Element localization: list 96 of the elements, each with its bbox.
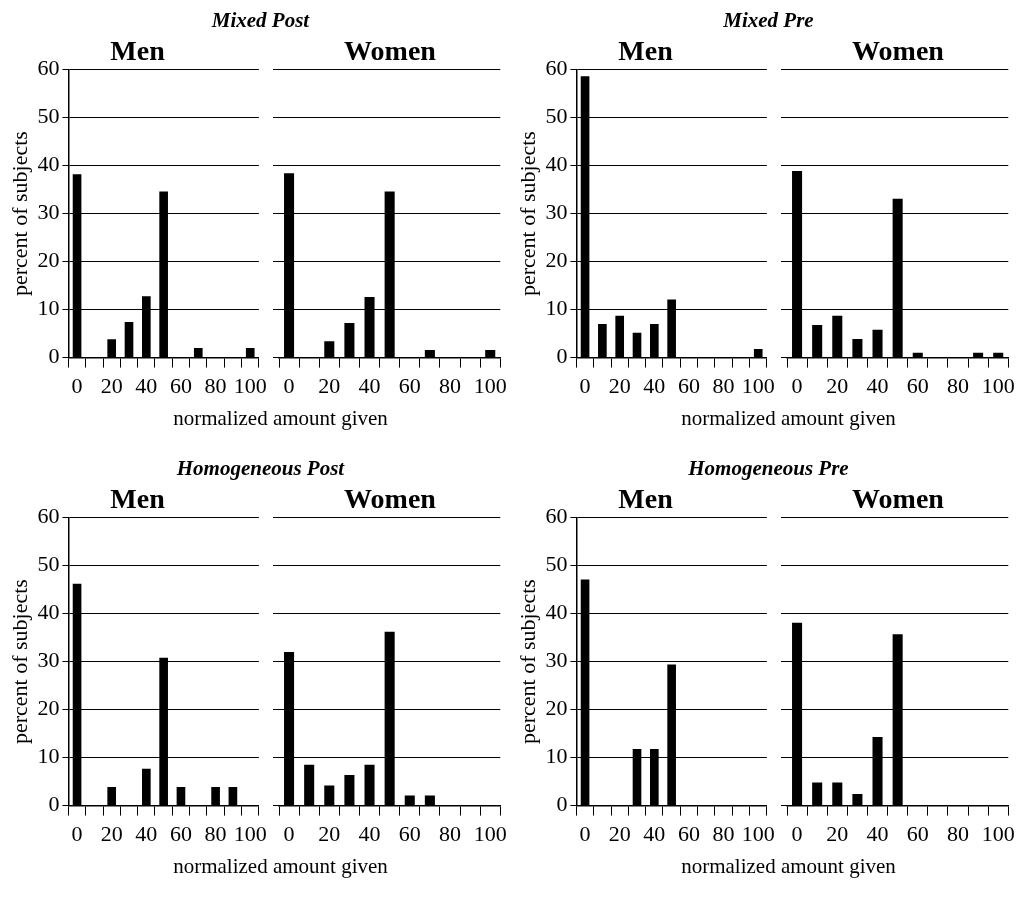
y-tick-label: 20 (37, 695, 60, 721)
x-tick-label: 60 (398, 820, 421, 846)
y-tick-label: 0 (48, 791, 60, 817)
y-tick-label: 50 (37, 103, 60, 129)
y-tick-label: 60 (545, 503, 568, 529)
x-tick-label: 20 (100, 372, 123, 398)
chart-subtitle: Men (618, 35, 674, 67)
x-tick-label: 80 (204, 372, 227, 398)
x-axis-title: normalized amount given (680, 406, 897, 431)
x-tick-label: 60 (906, 372, 929, 398)
x-tick-label: 20 (100, 820, 123, 846)
y-tick-label: 0 (556, 791, 568, 817)
y-tick-label: 30 (37, 647, 60, 673)
y-tick-label: 30 (37, 199, 60, 225)
y-axis-title: percent of subjects (6, 131, 32, 297)
x-tick-label: 60 (677, 820, 700, 846)
x-tick-label: 40 (358, 820, 381, 846)
x-tick-label: 60 (906, 820, 929, 846)
x-tick-label: 40 (866, 820, 889, 846)
x-tick-label: 60 (398, 372, 421, 398)
x-tick-label: 40 (135, 372, 158, 398)
x-tick-label: 60 (169, 372, 192, 398)
y-tick-label: 40 (37, 151, 60, 177)
x-axis-title: normalized amount given (680, 854, 897, 879)
x-tick-label: 80 (946, 372, 969, 398)
x-tick-label: 40 (866, 372, 889, 398)
x-tick-label: 100 (981, 372, 1015, 398)
x-tick-label: 20 (318, 372, 341, 398)
x-tick-label: 20 (608, 372, 631, 398)
y-tick-label: 30 (545, 647, 568, 673)
x-tick-label: 60 (677, 372, 700, 398)
x-tick-label: 0 (71, 372, 83, 398)
x-tick-label: 40 (358, 372, 381, 398)
y-tick-label: 40 (545, 151, 568, 177)
y-tick-label: 40 (37, 599, 60, 625)
chart-subtitle: Men (618, 483, 674, 515)
x-tick-label: 60 (169, 820, 192, 846)
x-tick-label: 80 (712, 820, 735, 846)
y-tick-label: 20 (545, 695, 568, 721)
x-tick-label: 0 (71, 820, 83, 846)
x-tick-label: 100 (741, 820, 775, 846)
y-tick-label: 10 (37, 743, 60, 769)
x-tick-label: 20 (608, 820, 631, 846)
chart-title: Mixed Pre (722, 8, 815, 33)
chart-title: Homogeneous Post (175, 456, 346, 481)
chart-title: Homogeneous Pre (687, 456, 850, 481)
y-tick-label: 30 (545, 199, 568, 225)
x-tick-label: 80 (946, 820, 969, 846)
x-tick-label: 0 (791, 820, 803, 846)
y-tick-label: 0 (556, 343, 568, 369)
y-tick-label: 50 (37, 551, 60, 577)
y-tick-label: 20 (545, 247, 568, 273)
x-tick-label: 0 (283, 372, 295, 398)
y-axis-title: percent of subjects (514, 579, 540, 745)
x-tick-label: 20 (826, 372, 849, 398)
chart-subtitle: Women (852, 35, 945, 67)
x-tick-label: 80 (712, 372, 735, 398)
y-tick-label: 60 (37, 503, 60, 529)
y-tick-label: 50 (545, 551, 568, 577)
x-tick-label: 80 (438, 372, 461, 398)
x-tick-label: 0 (579, 372, 591, 398)
x-tick-label: 100 (741, 372, 775, 398)
x-tick-label: 100 (233, 372, 267, 398)
x-axis-title: normalized amount given (172, 406, 389, 431)
x-tick-label: 0 (283, 820, 295, 846)
x-tick-label: 20 (826, 820, 849, 846)
chart-subtitle: Women (344, 483, 437, 515)
y-tick-label: 10 (37, 295, 60, 321)
x-tick-label: 20 (318, 820, 341, 846)
y-tick-label: 10 (545, 743, 568, 769)
y-axis-title: percent of subjects (6, 579, 32, 745)
x-tick-label: 0 (579, 820, 591, 846)
x-tick-label: 80 (204, 820, 227, 846)
y-tick-label: 10 (545, 295, 568, 321)
y-tick-label: 60 (37, 55, 60, 81)
x-tick-label: 40 (643, 372, 666, 398)
y-axis-title: percent of subjects (514, 131, 540, 297)
x-tick-label: 0 (791, 372, 803, 398)
x-tick-label: 100 (473, 820, 507, 846)
chart-title: Mixed Post (210, 8, 311, 33)
chart-subtitle: Women (852, 483, 945, 515)
x-tick-label: 100 (981, 820, 1015, 846)
x-axis-title: normalized amount given (172, 854, 389, 879)
chart-subtitle: Women (344, 35, 437, 67)
x-tick-label: 100 (473, 372, 507, 398)
x-tick-label: 40 (135, 820, 158, 846)
y-tick-label: 20 (37, 247, 60, 273)
y-tick-label: 0 (48, 343, 60, 369)
chart-subtitle: Men (110, 483, 166, 515)
y-tick-label: 40 (545, 599, 568, 625)
x-tick-label: 80 (438, 820, 461, 846)
x-tick-label: 100 (233, 820, 267, 846)
x-tick-label: 40 (643, 820, 666, 846)
y-tick-label: 50 (545, 103, 568, 129)
y-tick-label: 60 (545, 55, 568, 81)
chart-subtitle: Men (110, 35, 166, 67)
